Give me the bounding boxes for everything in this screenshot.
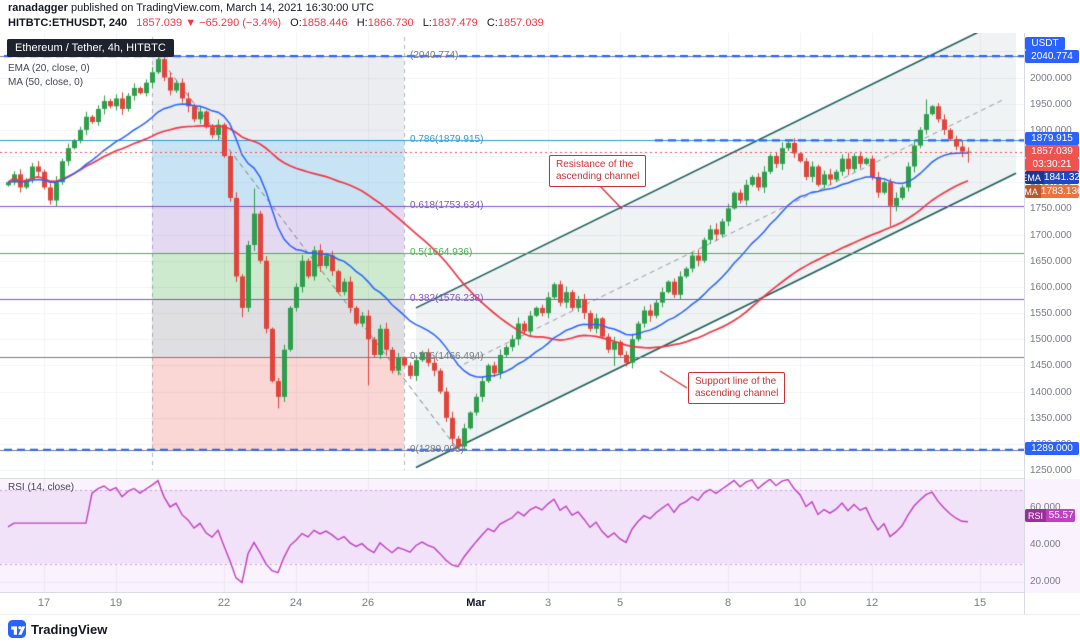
footer-bar xyxy=(0,614,1080,643)
tradingview-link[interactable]: TradingView xyxy=(8,620,107,638)
badge-value: 2040.774 xyxy=(1031,51,1073,62)
time-axis-tick: 12 xyxy=(865,597,879,609)
price-axis-tick: 1650.000 xyxy=(1030,255,1072,267)
ohlc-open: O:1858.446 xyxy=(290,17,348,29)
annotation-text: ascending channel xyxy=(695,388,779,399)
author-name: ranadagger xyxy=(8,2,68,14)
support-annotation[interactable]: Support line of the ascending channel xyxy=(688,372,786,404)
indicator-badge-label: MA xyxy=(1025,185,1041,198)
fib-level-label: 0.618(1753.634) xyxy=(410,200,484,212)
currency-label: USDT xyxy=(1025,37,1065,50)
price-axis-tick: 1750.000 xyxy=(1030,203,1072,215)
time-axis-tick: 3 xyxy=(544,597,552,609)
fib-level-label: (2040.774) xyxy=(410,50,459,62)
fib-level-label: 0.5(1664.936) xyxy=(410,246,473,258)
rsi-indicator-pane[interactable] xyxy=(0,478,1024,593)
last-price: 1857.039 xyxy=(136,17,183,29)
main-price-chart[interactable] xyxy=(0,33,1024,478)
annotation-text: ascending channel xyxy=(556,171,640,182)
attribution-bar: ranadagger published on TradingView.com,… xyxy=(0,0,1080,18)
time-axis-tick: 17 xyxy=(37,597,51,609)
time-axis-tick: Mar xyxy=(466,597,486,609)
annotation-text: Support line of the xyxy=(695,376,777,387)
tradingview-brand-text: TradingView xyxy=(31,621,108,637)
symbol-bar: HITBTC:ETHUSDT, 240 1857.039 ▼ −65.290 (… xyxy=(0,16,1024,34)
price-axis-tick: 1450.000 xyxy=(1030,360,1072,372)
price-axis-tick: 1350.000 xyxy=(1030,412,1072,424)
price-level-badge: 03:30:21 xyxy=(1025,158,1079,171)
time-axis-tick: 26 xyxy=(361,597,375,609)
time-axis-tick: 15 xyxy=(973,597,987,609)
indicator-badge-label: EMA xyxy=(1025,171,1044,184)
rsi-axis-tick: 20.000 xyxy=(1030,575,1061,587)
price-axis-tick: 1400.000 xyxy=(1030,386,1072,398)
ohlc-low: L:1837.479 xyxy=(422,17,478,29)
ema-legend[interactable]: EMA (20, close, 0) xyxy=(8,63,90,74)
time-axis-tick: 5 xyxy=(616,597,624,609)
badge-value: 1841.322 xyxy=(1043,172,1079,183)
resistance-annotation[interactable]: Resistance of the ascending channel xyxy=(549,155,647,187)
badge-value: 1879.915 xyxy=(1031,133,1073,144)
badge-value: 03:30:21 xyxy=(1032,159,1072,170)
ema-value-badge: EMA1841.322 xyxy=(1025,171,1079,184)
chart-legend-title[interactable]: Ethereum / Tether, 4h, HITBTC xyxy=(7,39,174,57)
fib-level-label: 0.382(1576.238) xyxy=(410,293,484,305)
fib-level-label: 0.236(1466.494) xyxy=(410,350,484,362)
badge-value: 55.57 xyxy=(1048,510,1074,521)
price-axis-tick: 1900.000 xyxy=(1030,124,1072,136)
price-axis-tick: 1950.000 xyxy=(1030,98,1072,110)
ohlc-close: C:1857.039 xyxy=(486,17,544,29)
price-axis[interactable] xyxy=(1024,33,1080,614)
ma-value-badge: MA 1783.136 xyxy=(1025,185,1079,198)
badge-value: 1783.136 xyxy=(1040,186,1079,197)
time-axis-tick: 10 xyxy=(793,597,807,609)
time-axis-tick: 19 xyxy=(109,597,123,609)
price-level-badge: 1879.915 xyxy=(1025,132,1079,145)
fib-level-label: 0(1289.098) xyxy=(410,443,464,455)
indicator-badge-label: RSI xyxy=(1025,509,1047,522)
price-level-badge: 1857.039 xyxy=(1025,145,1079,158)
price-axis-tick: 1550.000 xyxy=(1030,308,1072,320)
price-axis-tick: 1500.000 xyxy=(1030,334,1072,346)
time-axis-tick: 24 xyxy=(289,597,303,609)
rsi-axis-background xyxy=(1025,479,1080,593)
price-axis-tick: 1700.000 xyxy=(1030,229,1072,241)
rsi-legend[interactable]: RSI (14, close) xyxy=(8,482,75,493)
rsi-value-badge: RSI 55.57 xyxy=(1025,509,1075,522)
time-axis-tick: 22 xyxy=(217,597,231,609)
tradingview-logo xyxy=(8,620,26,638)
price-axis-tick: 1600.000 xyxy=(1030,281,1072,293)
ma-legend[interactable]: MA (50, close, 0) xyxy=(8,77,84,88)
fib-level-label: 0.786(1879.915) xyxy=(410,134,484,146)
rsi-axis-tick: 40.000 xyxy=(1030,539,1061,551)
symbol-title[interactable]: HITBTC:ETHUSDT, 240 xyxy=(8,17,128,29)
badge-value: 1289.000 xyxy=(1031,443,1073,454)
annotation-text: Resistance of the xyxy=(556,159,634,170)
price-axis-tick: 1250.000 xyxy=(1030,465,1072,477)
rsi-axis-tick: 60.000 xyxy=(1030,502,1061,514)
badge-value: 1857.039 xyxy=(1031,146,1073,157)
ohlc-high: H:1866.730 xyxy=(356,17,414,29)
price-level-badge: 1289.000 xyxy=(1025,442,1079,455)
publish-info: published on TradingView.com, March 14, … xyxy=(67,2,375,14)
price-level-badge: 2040.774 xyxy=(1025,50,1079,63)
price-axis-tick: 2000.000 xyxy=(1030,72,1072,84)
time-axis-tick: 8 xyxy=(724,597,732,609)
time-axis[interactable] xyxy=(0,592,1024,615)
price-change: ▼ −65.290 (−3.4%) xyxy=(185,17,282,29)
